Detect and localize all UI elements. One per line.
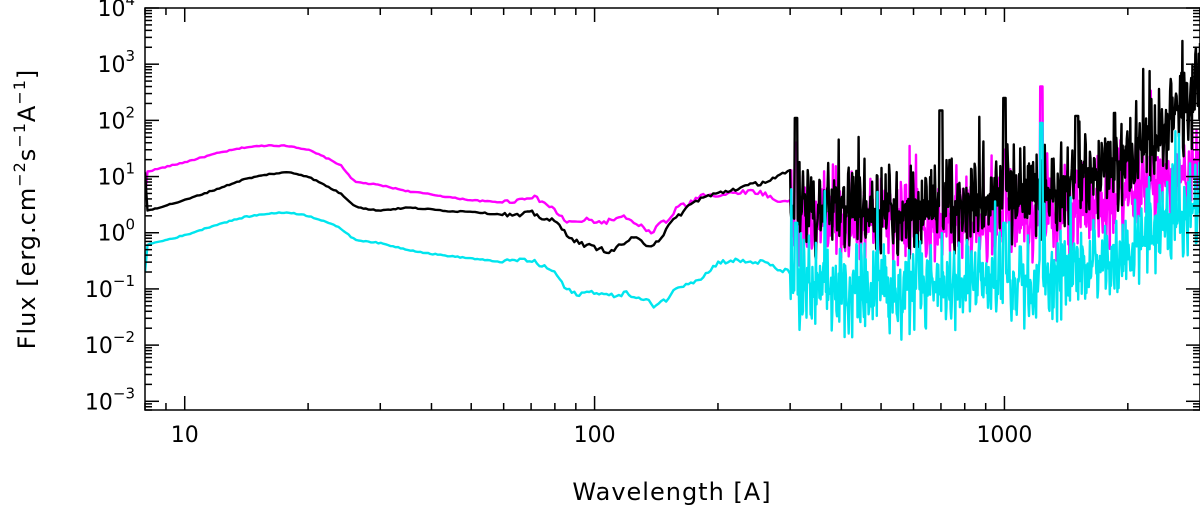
series-line-2 bbox=[145, 39, 1200, 261]
y-tick-label: 101 bbox=[97, 160, 135, 191]
x-tick-label: 100 bbox=[574, 423, 616, 448]
x-tick-label: 1000 bbox=[976, 423, 1032, 448]
y-tick-label: 10−1 bbox=[85, 272, 135, 303]
series-layer bbox=[145, 39, 1200, 341]
x-tick-label: 10 bbox=[171, 423, 199, 448]
y-axis: 10−3 10−2 10−1 100 101 102 103 104 bbox=[85, 0, 1200, 415]
y-tick-label: 100 bbox=[97, 216, 135, 247]
x-axis: 10 100 1000 bbox=[144, 8, 1200, 448]
y-tick-label: 103 bbox=[97, 47, 135, 78]
y-tick-label: 10−2 bbox=[85, 328, 135, 359]
y-tick-label: 104 bbox=[97, 0, 135, 22]
y-tick-label: 10−3 bbox=[85, 384, 135, 415]
y-axis-title: Flux [erg.cm−2s−1A−1] bbox=[10, 69, 41, 350]
series-line-3 bbox=[145, 121, 1200, 341]
y-tick-label: 102 bbox=[97, 103, 135, 134]
plot-frame bbox=[144, 7, 1200, 411]
x-axis-title: Wavelength [A] bbox=[572, 478, 771, 506]
